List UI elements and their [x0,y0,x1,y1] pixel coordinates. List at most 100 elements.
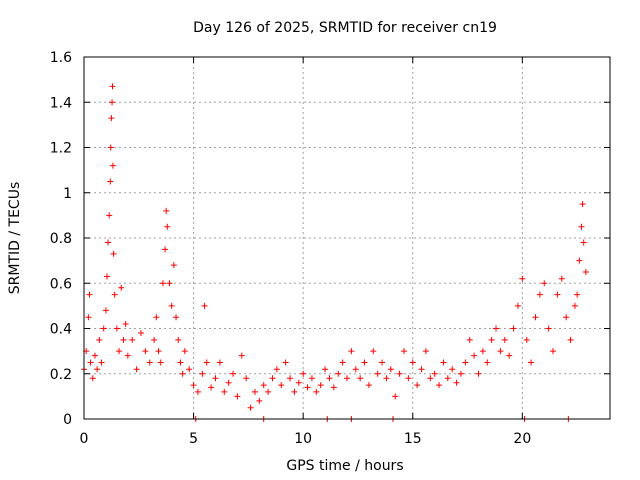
data-point [265,388,272,395]
data-point [100,325,107,332]
data-point [457,370,464,377]
chart-title: Day 126 of 2025, SRMTID for receiver cn1… [193,20,497,36]
data-point [449,366,456,373]
data-point [108,115,115,122]
data-point [400,348,407,355]
data-point [102,307,109,314]
data-point [113,325,120,332]
data-point [563,314,570,321]
data-point [221,388,228,395]
data-point [479,348,486,355]
data-point [89,375,96,382]
data-point [278,382,285,389]
data-point [151,336,158,343]
data-point [514,302,521,309]
data-point [194,388,201,395]
data-point [523,336,530,343]
x-tick-label: 5 [189,431,198,447]
x-tick-label: 10 [294,431,312,447]
data-point [96,336,103,343]
data-point [216,359,223,366]
data-point [440,359,447,366]
data-point [155,348,162,355]
data-point [133,366,140,373]
x-tick-label: 0 [80,431,89,447]
data-point [162,246,169,253]
data-point [230,370,237,377]
data-point [118,284,125,291]
data-point [110,250,117,257]
data-point [173,314,180,321]
data-point [348,348,355,355]
data-point [170,262,177,269]
data-point [554,291,561,298]
data-point [238,352,245,359]
data-point [109,99,116,106]
grid-lines [84,57,610,419]
data-point [157,359,164,366]
data-point [582,268,589,275]
data-point [571,302,578,309]
data-point [109,162,116,169]
data-point [153,314,160,321]
data-point [106,212,113,219]
data-point [163,207,170,214]
data-point [208,384,215,391]
data-point [313,388,320,395]
data-point [308,375,315,382]
data-point [536,291,543,298]
y-tick-label: 0.8 [50,231,72,247]
data-point [379,359,386,366]
data-point [86,291,93,298]
data-point [212,375,219,382]
data-point [444,375,451,382]
data-point [574,291,581,298]
data-point [273,366,280,373]
data-point [124,352,131,359]
data-point [339,359,346,366]
data-point [484,359,491,366]
y-tick-label: 1.6 [50,50,72,66]
data-point [374,370,381,377]
data-point [291,388,298,395]
data-point [87,359,94,366]
data-point [405,375,412,382]
data-point [497,348,504,355]
y-tick-label: 0.6 [50,276,72,292]
data-point [431,370,438,377]
plot-area-frame [83,56,611,420]
data-point [181,348,188,355]
y-tick-label: 0 [63,412,72,428]
data-point [107,178,114,185]
data-point [116,348,123,355]
data-point [175,336,182,343]
data-point [142,348,149,355]
data-point [383,375,390,382]
data-point [304,384,311,391]
y-tick-label: 1.4 [50,95,72,111]
data-point [510,325,517,332]
y-tick-label: 0.4 [50,322,72,338]
x-tick-labels: 0 5 10 15 20 [80,431,532,447]
data-point [370,348,377,355]
data-point [519,275,526,282]
data-point [179,370,186,377]
data-point [493,325,500,332]
data-point [576,257,583,264]
data-point [436,382,443,389]
data-point [225,379,232,386]
data-point [466,336,473,343]
data-point [269,375,276,382]
data-point [300,370,307,377]
data-point [567,336,574,343]
data-point [396,370,403,377]
data-point [234,393,241,400]
data-point [177,359,184,366]
data-point [330,384,337,391]
data-point [352,366,359,373]
data-point [414,382,421,389]
data-point [579,201,586,208]
data-point [506,352,513,359]
data-point [98,359,105,366]
